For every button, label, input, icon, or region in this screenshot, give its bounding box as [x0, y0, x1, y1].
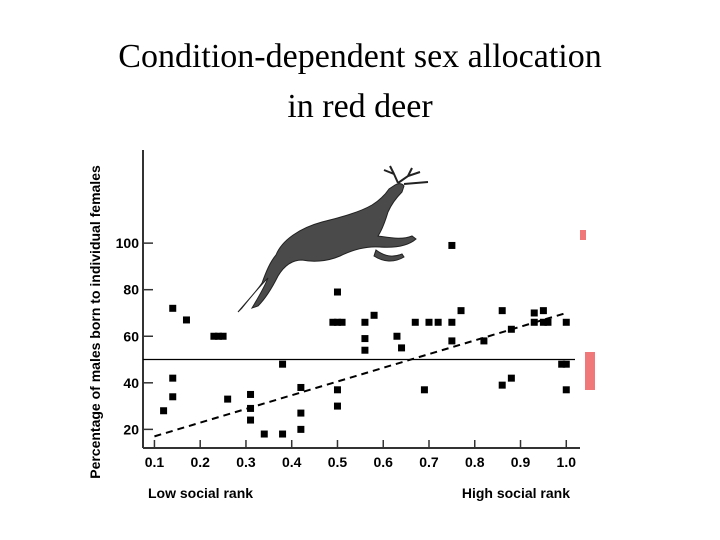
- data-point: [297, 425, 305, 433]
- y-tick-label: 100: [116, 235, 140, 251]
- data-point: [434, 318, 442, 326]
- data-point: [539, 318, 547, 326]
- data-point: [425, 318, 433, 326]
- data-point: [169, 374, 177, 382]
- x-tick-label: 0.2: [190, 454, 210, 470]
- data-point: [498, 307, 506, 315]
- trend-line: [154, 312, 567, 438]
- y-tick-label: 80: [123, 282, 139, 298]
- data-point: [420, 386, 428, 394]
- data-point: [562, 318, 570, 326]
- data-point: [297, 383, 305, 391]
- data-point: [182, 316, 190, 324]
- data-point: [480, 337, 488, 345]
- data-point: [448, 241, 456, 249]
- data-point: [247, 416, 255, 424]
- data-point: [160, 407, 168, 415]
- x-axis-label-low: Low social rank: [148, 485, 253, 501]
- x-tick-label: 0.5: [328, 454, 348, 470]
- y-tick-label: 60: [123, 328, 139, 344]
- data-point: [260, 430, 268, 438]
- data-point: [370, 311, 378, 319]
- x-tick-label: 0.7: [419, 454, 439, 470]
- data-point: [247, 390, 255, 398]
- data-point: [361, 318, 369, 326]
- y-tick-label: 20: [123, 421, 139, 437]
- data-point: [361, 335, 369, 343]
- data-point: [457, 307, 465, 315]
- axes: [142, 150, 580, 449]
- data-point: [210, 332, 218, 340]
- data-point: [448, 337, 456, 345]
- title-line-1: Condition-dependent sex allocation: [118, 38, 602, 75]
- data-points: [160, 241, 570, 438]
- data-point: [498, 381, 506, 389]
- data-point: [329, 318, 337, 326]
- leaping-deer-illustration: [237, 165, 429, 313]
- red-accent-mark-top: [580, 230, 586, 240]
- x-tick-label: 1.0: [557, 454, 577, 470]
- x-axis-label-high: High social rank: [462, 485, 570, 501]
- slide-title: Condition-dependent sex allocation in re…: [0, 32, 720, 132]
- data-point: [215, 332, 223, 340]
- x-tick-label: 0.9: [511, 454, 531, 470]
- red-accent-mark-bottom: [585, 352, 595, 390]
- data-point: [361, 346, 369, 354]
- x-tick-label: 0.6: [374, 454, 394, 470]
- data-point: [169, 304, 177, 312]
- data-point: [333, 318, 341, 326]
- x-tick-label: 0.1: [145, 454, 165, 470]
- x-tick-labels: 0.1 0.2 0.3 0.4 0.5 0.6 0.7 0.8 0.9 1.0: [145, 454, 577, 470]
- y-tick-labels: 20 40 60 80 100: [116, 235, 140, 437]
- data-point: [333, 402, 341, 410]
- y-tick-label: 40: [123, 375, 139, 391]
- trend-line-dashed: [154, 312, 567, 438]
- data-point: [224, 395, 232, 403]
- data-point: [297, 409, 305, 417]
- data-point: [539, 307, 547, 315]
- data-point: [411, 318, 419, 326]
- data-point: [448, 318, 456, 326]
- x-tick-label: 0.8: [465, 454, 485, 470]
- data-point: [219, 332, 227, 340]
- data-point: [333, 288, 341, 296]
- data-point: [558, 360, 566, 368]
- data-point: [279, 360, 287, 368]
- y-axis-label: Percentage of males born to individual f…: [87, 165, 103, 479]
- data-point: [279, 430, 287, 438]
- data-point: [530, 309, 538, 317]
- x-tick-label: 0.3: [236, 454, 256, 470]
- data-point: [393, 332, 401, 340]
- data-point: [333, 386, 341, 394]
- x-tick-label: 0.4: [282, 454, 302, 470]
- data-point: [247, 404, 255, 412]
- data-point: [507, 374, 515, 382]
- data-point: [338, 318, 346, 326]
- data-point: [562, 386, 570, 394]
- data-point: [398, 344, 406, 352]
- data-point: [169, 393, 177, 401]
- data-point: [507, 325, 515, 333]
- data-point: [530, 318, 538, 326]
- title-line-2: in red deer: [287, 88, 433, 125]
- data-point: [544, 318, 552, 326]
- data-point: [562, 360, 570, 368]
